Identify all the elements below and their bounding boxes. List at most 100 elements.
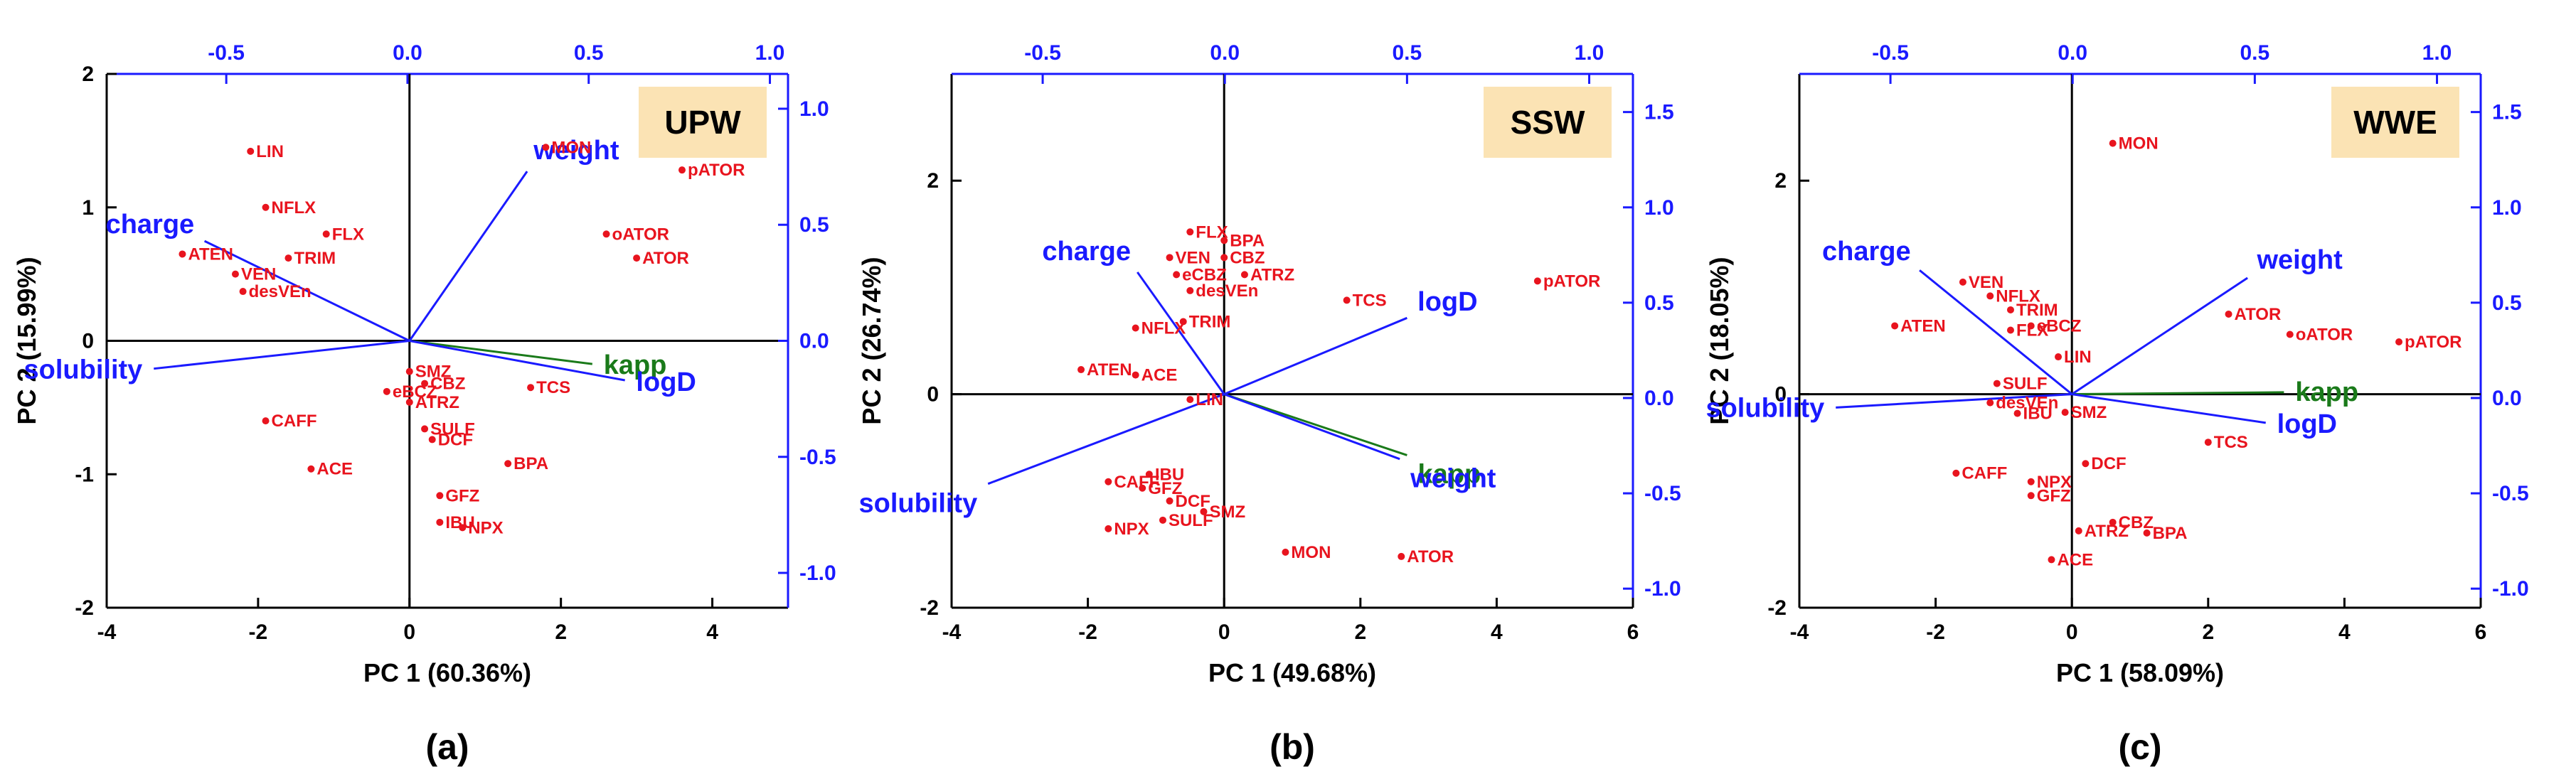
point-label-GFZ: GFZ [2037, 486, 2071, 505]
point-pATOR [2395, 338, 2403, 346]
panel-2: -4 -2 0 2 4 6-202-0.5 0.0 0.5 1.0-1.0-0.50.00.51… [857, 41, 1681, 767]
point-label-TRIM: TRIM [1189, 312, 1231, 331]
vector-label-logD: logD [636, 367, 696, 397]
point-SMZ [405, 367, 413, 375]
point-ATEN [1891, 322, 1899, 330]
point-NFLX [262, 203, 270, 211]
point-label-CBZ: CBZ [2119, 513, 2154, 532]
y-tick-label: 0 [927, 383, 939, 407]
point-pATOR [1533, 277, 1541, 285]
x-tick-label: 2 [555, 620, 567, 644]
point-label-oATOR: oATOR [612, 225, 669, 244]
y-axis-title: PC 2 (18.05%) [1705, 257, 1734, 424]
vector-logD [1223, 316, 1407, 395]
point-SULF [421, 425, 429, 433]
point-TCS [527, 384, 535, 392]
point-desVEn [1186, 286, 1194, 294]
x-tick-label: -4 [942, 620, 962, 644]
point-LIN [2055, 353, 2063, 361]
vector-weight [1223, 393, 1400, 461]
point-label-CBZ: CBZ [1230, 248, 1265, 267]
vector-solubility [987, 393, 1225, 485]
x-axis-title: PC 1 (60.36%) [363, 658, 531, 687]
right-y-tick-label: 0.5 [1644, 291, 1674, 315]
point-label-IBU: IBU [1155, 465, 1184, 484]
point-label-eBCZ: eBCZ [393, 382, 437, 402]
x-tick-label: -2 [1926, 620, 1945, 644]
point-GFZ [1139, 484, 1146, 492]
vector-label-logD: logD [2277, 409, 2337, 439]
right-y-tick-label: 0.5 [2492, 291, 2522, 315]
top-x-tick-label: 0.0 [1210, 41, 1240, 65]
point-SULF [1993, 380, 2001, 387]
y-tick-label: 2 [1774, 169, 1787, 193]
point-DCF [2082, 460, 2090, 468]
point-label-pATOR: pATOR [1543, 272, 1600, 291]
x-tick-label: 0 [403, 620, 415, 644]
right-y-tick-label: 0.0 [2492, 387, 2522, 410]
vector-charge [203, 240, 410, 342]
point-VEN [231, 270, 239, 278]
point-label-BPA: BPA [513, 454, 548, 473]
point-eBCZ [2027, 322, 2035, 330]
point-CAFF [1105, 478, 1112, 485]
point-label-LIN: LIN [256, 142, 284, 161]
vector-kapp [2072, 391, 2284, 396]
point-ATEN [179, 250, 186, 258]
point-label-ACE: ACE [316, 460, 353, 479]
point-label-desVEn: desVEn [1196, 281, 1258, 301]
right-y-tick-label: 1.0 [799, 97, 829, 121]
point-label-MON: MON [1291, 543, 1331, 562]
point-label-FLX: FLX [332, 225, 364, 244]
point-label-TRIM: TRIM [294, 249, 336, 268]
x-tick-label: 6 [2475, 620, 2487, 644]
point-label-GFZ: GFZ [445, 486, 479, 505]
top-x-tick-label: 0.5 [574, 41, 604, 65]
vector-label-weight: weight [1410, 463, 1496, 493]
right-y-tick-label: -1.0 [1644, 577, 1681, 601]
point-CBZ [2109, 518, 2117, 526]
badge-box [2331, 87, 2459, 158]
point-label-CAFF: CAFF [1114, 473, 1159, 492]
point-pATOR [678, 166, 686, 174]
point-label-SMZ: SMZ [415, 362, 452, 382]
point-label-FLX: FLX [2016, 321, 2048, 340]
x-axis-title: PC 1 (49.68%) [1208, 658, 1376, 687]
point-LIN [1186, 396, 1194, 404]
point-ATRZ [2075, 527, 2082, 534]
point-label-TCS: TCS [536, 378, 570, 397]
top-x-tick-label: 0.0 [393, 41, 422, 65]
y-tick-label: 2 [927, 169, 939, 193]
point-CAFF [1952, 469, 1960, 477]
point-ATOR [1398, 552, 1405, 560]
vector-solubility [1836, 393, 2072, 409]
right-y-tick-label: 0.5 [799, 213, 829, 237]
point-label-pATOR: pATOR [2405, 333, 2461, 352]
point-TRIM [2006, 306, 2014, 313]
badge-label: UPW [664, 104, 741, 141]
right-y-tick-label: 1.0 [2492, 196, 2522, 220]
top-x-tick-label: -0.5 [1024, 41, 1061, 65]
point-oATOR [602, 230, 610, 238]
vector-solubility [154, 340, 410, 370]
point-VEN [1959, 278, 1966, 286]
right-y-tick-label: 1.5 [2492, 101, 2522, 124]
point-label-oATOR: oATOR [2296, 325, 2353, 344]
point-label-ATEN: ATEN [1900, 316, 1946, 335]
point-TCS [2204, 439, 2212, 446]
top-x-tick-label: 1.0 [1575, 41, 1604, 65]
point-NPX [1105, 525, 1112, 532]
x-tick-label: 4 [2338, 620, 2351, 644]
point-TRIM [1179, 318, 1187, 326]
point-label-ATOR: ATOR [1407, 547, 1454, 566]
top-x-tick-label: -0.5 [208, 41, 245, 65]
point-ATEN [1077, 366, 1085, 374]
point-label-ATRZ: ATRZ [2085, 522, 2129, 541]
point-label-eCBZ: eCBZ [1182, 265, 1227, 284]
point-label-VEN: VEN [1176, 248, 1210, 267]
point-ATOR [633, 254, 641, 262]
point-label-ATRZ: ATRZ [415, 393, 459, 412]
point-label-NPX: NPX [2037, 473, 2072, 492]
point-label-CBZ: CBZ [430, 375, 465, 394]
